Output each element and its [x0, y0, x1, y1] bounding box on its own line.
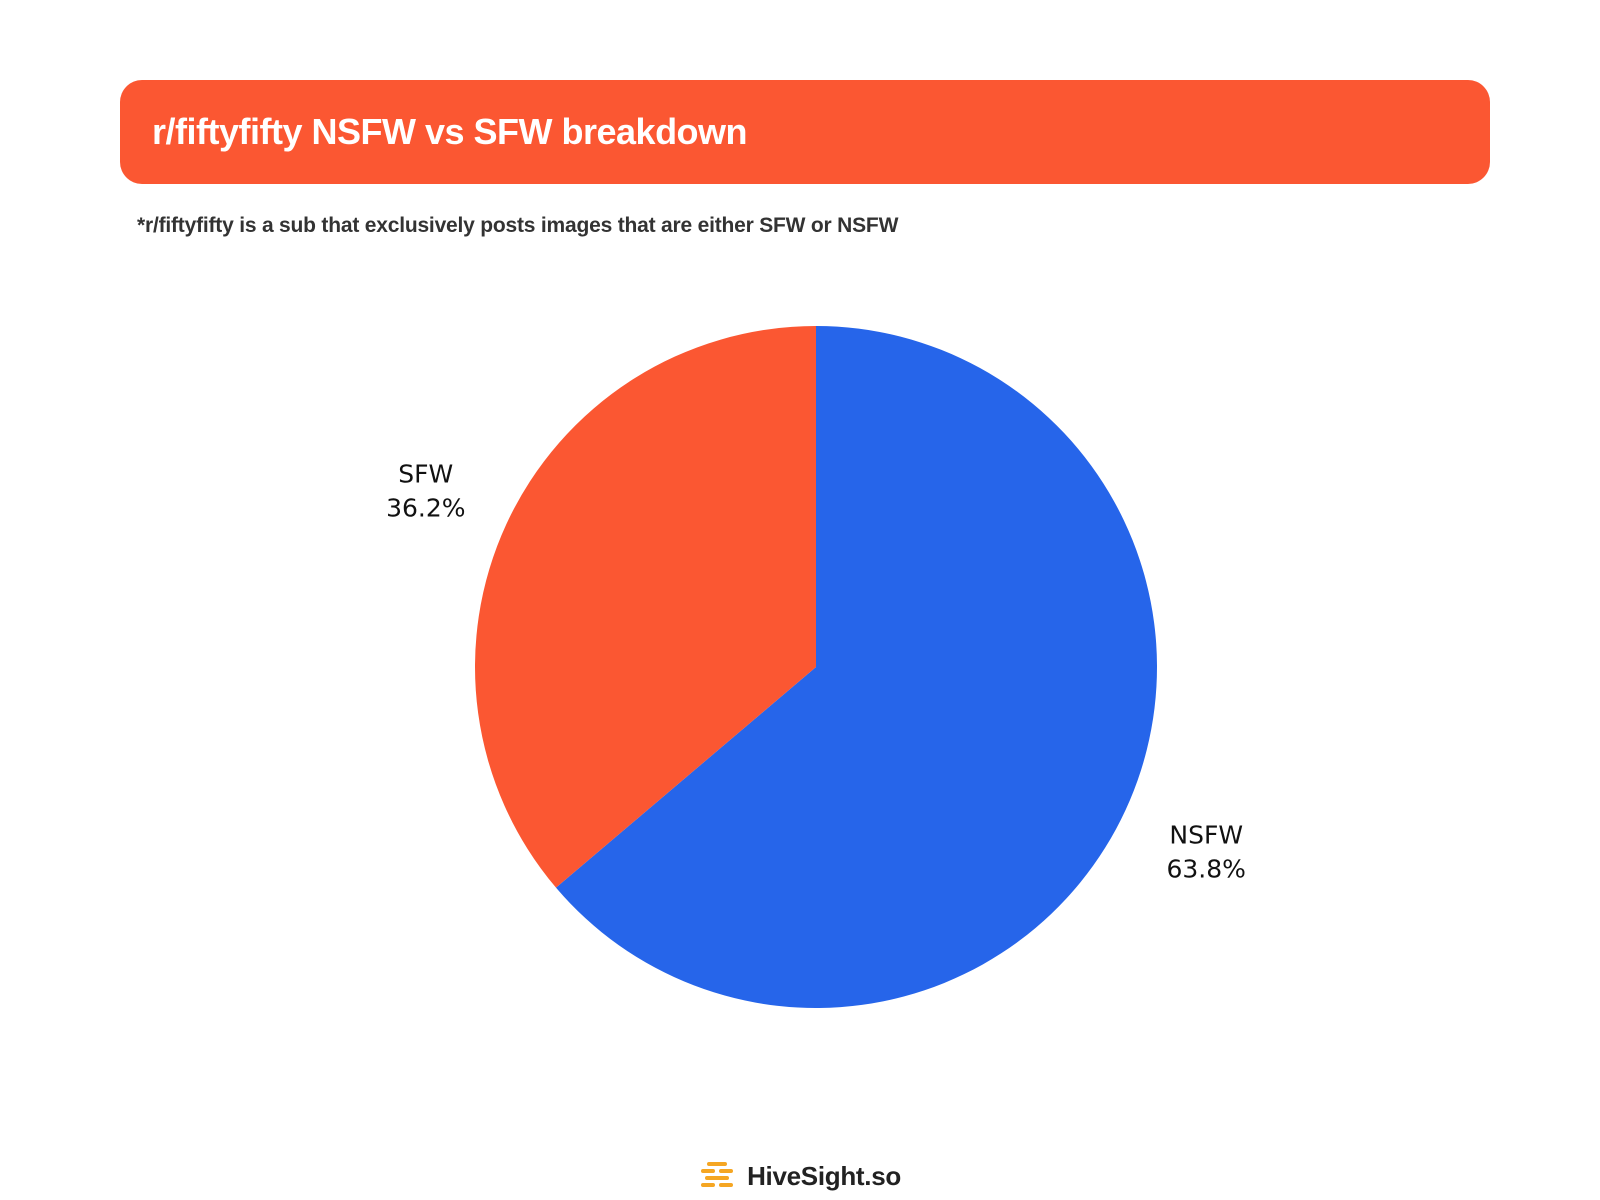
pie-slice-nsfw	[556, 326, 1157, 1008]
honeycomb-logo-icon	[701, 1162, 734, 1187]
pie-slice-sfw	[475, 326, 816, 888]
slice-category-label: NSFW	[1169, 821, 1243, 850]
footer-brand: HiveSight.so	[0, 1154, 1600, 1198]
chart-subtitle: *r/fiftyfifty is a sub that exclusively …	[137, 214, 899, 237]
slice-value-label: 36.2%	[386, 493, 465, 522]
title-banner: r/fiftyfifty NSFW vs SFW breakdown	[120, 80, 1490, 184]
slice-label-nsfw: NSFW 63.8%	[1167, 821, 1246, 884]
brand-name: HiveSight.so	[747, 1160, 901, 1191]
slice-category-label: SFW	[398, 459, 453, 488]
slice-label-sfw: SFW 36.2%	[386, 459, 465, 522]
slice-value-label: 63.8%	[1167, 855, 1246, 884]
chart-title: r/fiftyfifty NSFW vs SFW breakdown	[152, 111, 748, 152]
pie-chart: NSFW 63.8% SFW 36.2%	[386, 326, 1246, 1008]
